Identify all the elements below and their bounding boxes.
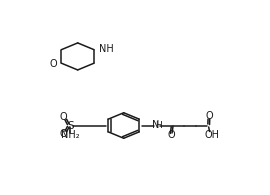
Text: O: O <box>60 129 67 139</box>
Text: NH: NH <box>99 44 113 54</box>
Text: O: O <box>206 111 214 121</box>
Text: NH₂: NH₂ <box>61 129 80 139</box>
Text: S: S <box>67 121 74 130</box>
Text: O: O <box>167 130 175 140</box>
Text: O: O <box>60 112 67 122</box>
Text: H: H <box>155 121 162 130</box>
Text: N: N <box>152 120 159 130</box>
Text: O: O <box>50 59 58 69</box>
Text: OH: OH <box>205 129 220 139</box>
